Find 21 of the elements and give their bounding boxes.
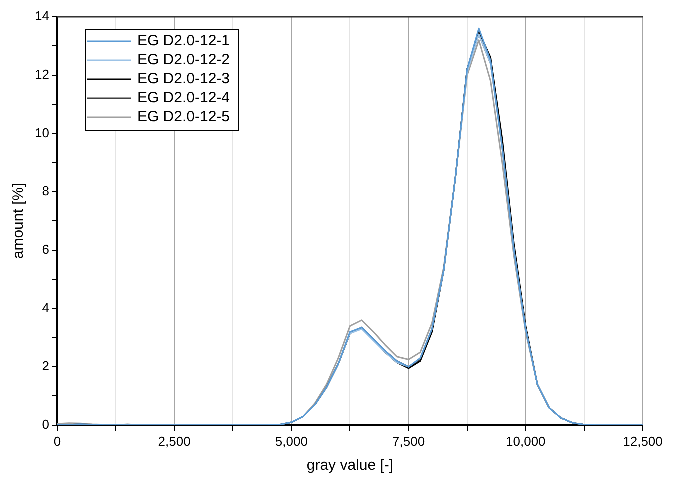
legend-label: EG D2.0-12-3 xyxy=(137,70,230,88)
x-tick-label: 5,000 xyxy=(275,434,308,449)
y-tick-label: 8 xyxy=(42,184,50,199)
legend-label: EG D2.0-12-4 xyxy=(137,90,230,107)
x-tick-label: 10,000 xyxy=(506,434,546,449)
y-axis-title: amount [%] xyxy=(10,183,28,260)
x-tick-label: 12,500 xyxy=(623,434,663,449)
y-tick-label: 0 xyxy=(42,416,50,432)
y-tick-label: 2 xyxy=(42,358,50,374)
x-tick-label: 7,500 xyxy=(392,434,426,449)
y-tick-label: 10 xyxy=(34,125,50,140)
x-tick-label: 0 xyxy=(54,434,62,449)
legend-label: EG D2.0-12-1 xyxy=(137,32,230,50)
y-tick-label: 4 xyxy=(42,300,50,316)
y-tick-label: 14 xyxy=(34,8,50,24)
y-tick-label: 6 xyxy=(42,242,50,257)
y-tick-label: 12 xyxy=(34,66,50,82)
legend-label: EG D2.0-12-5 xyxy=(137,108,230,126)
x-tick-label: 2,500 xyxy=(158,434,191,449)
legend-label: EG D2.0-12-2 xyxy=(137,52,230,69)
x-axis-title: gray value [-] xyxy=(306,457,394,474)
